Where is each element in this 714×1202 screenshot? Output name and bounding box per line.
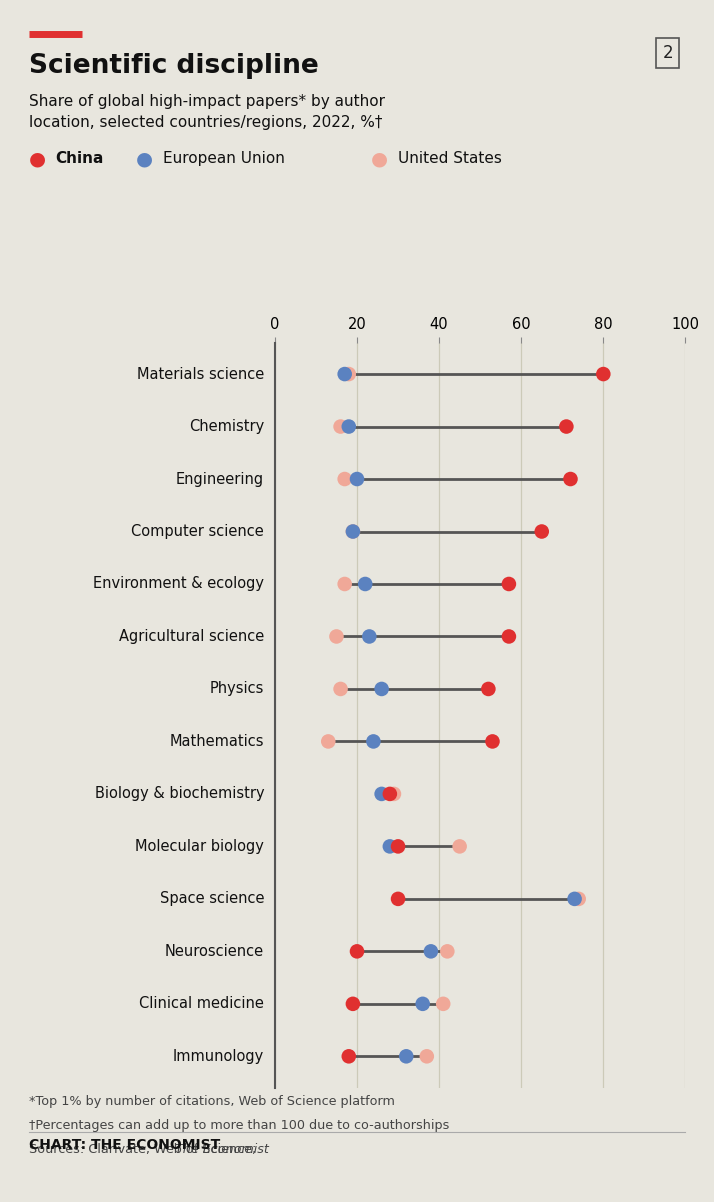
Point <box>560 417 572 436</box>
Text: Chemistry: Chemistry <box>189 419 264 434</box>
Point <box>425 941 436 960</box>
Point <box>384 837 396 856</box>
Point <box>536 522 548 541</box>
Text: †Percentages can add up to more than 100 due to co-authorships: †Percentages can add up to more than 100… <box>29 1119 449 1132</box>
Point <box>376 679 387 698</box>
Text: Share of global high-impact papers* by author
location, selected countries/regio: Share of global high-impact papers* by a… <box>29 94 385 130</box>
Text: Molecular biology: Molecular biology <box>136 839 264 853</box>
Text: China: China <box>56 151 104 166</box>
Text: European Union: European Union <box>163 151 285 166</box>
Point <box>487 732 498 751</box>
Point <box>343 364 354 383</box>
Point <box>438 994 449 1013</box>
Point <box>376 784 387 803</box>
Text: Clinical medicine: Clinical medicine <box>139 996 264 1011</box>
Point <box>335 417 346 436</box>
Text: Environment & ecology: Environment & ecology <box>94 577 264 591</box>
Text: Agricultural science: Agricultural science <box>119 629 264 644</box>
Point <box>503 575 515 594</box>
Text: Immunology: Immunology <box>173 1049 264 1064</box>
Point <box>351 941 363 960</box>
Point <box>347 522 358 541</box>
Point <box>368 732 379 751</box>
Point <box>503 627 515 647</box>
Text: Materials science: Materials science <box>137 367 264 381</box>
Text: ●: ● <box>136 149 153 168</box>
Point <box>323 732 334 751</box>
Point <box>359 575 371 594</box>
Text: Physics: Physics <box>210 682 264 696</box>
Point <box>343 417 354 436</box>
Point <box>565 470 576 489</box>
Point <box>417 994 428 1013</box>
Text: 2: 2 <box>663 44 673 61</box>
Point <box>339 470 351 489</box>
Point <box>569 889 580 909</box>
Text: Neuroscience: Neuroscience <box>165 944 264 959</box>
Point <box>392 889 403 909</box>
Point <box>401 1047 412 1066</box>
Point <box>351 470 363 489</box>
Text: Scientific discipline: Scientific discipline <box>29 53 318 79</box>
Text: ●: ● <box>29 149 46 168</box>
Text: United States: United States <box>398 151 502 166</box>
Point <box>343 1047 354 1066</box>
Point <box>335 679 346 698</box>
Text: Computer science: Computer science <box>131 524 264 538</box>
Point <box>573 889 584 909</box>
Text: The Economist: The Economist <box>175 1143 269 1156</box>
Text: Space science: Space science <box>160 892 264 906</box>
Point <box>347 522 358 541</box>
Point <box>331 627 342 647</box>
Point <box>339 575 351 594</box>
Point <box>363 627 375 647</box>
Point <box>384 784 396 803</box>
Text: CHART: THE ECONOMIST: CHART: THE ECONOMIST <box>29 1138 220 1153</box>
Point <box>598 364 609 383</box>
Text: Sources: Clarivate, Web of Science;: Sources: Clarivate, Web of Science; <box>29 1143 260 1156</box>
Text: Mathematics: Mathematics <box>170 734 264 749</box>
Text: Engineering: Engineering <box>176 471 264 487</box>
Text: *Top 1% by number of citations, Web of Science platform: *Top 1% by number of citations, Web of S… <box>29 1095 394 1108</box>
Text: ●: ● <box>371 149 388 168</box>
Point <box>388 784 400 803</box>
Text: Biology & biochemistry: Biology & biochemistry <box>94 786 264 802</box>
Point <box>483 679 494 698</box>
Point <box>454 837 466 856</box>
Point <box>392 837 403 856</box>
Point <box>347 994 358 1013</box>
Point <box>421 1047 433 1066</box>
Point <box>339 364 351 383</box>
Point <box>441 941 453 960</box>
